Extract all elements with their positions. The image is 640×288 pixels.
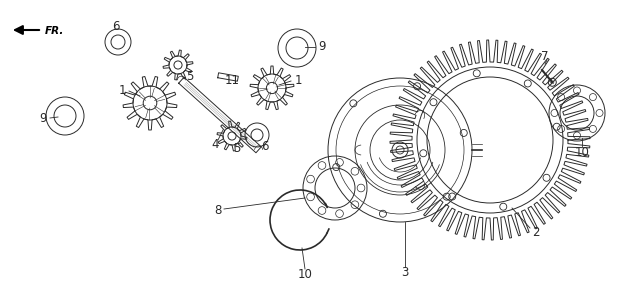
Text: 4: 4 — [211, 139, 219, 151]
Text: 5: 5 — [234, 143, 241, 156]
Text: FR.: FR. — [45, 26, 65, 36]
Text: 7: 7 — [541, 50, 548, 62]
Text: 11: 11 — [225, 75, 239, 88]
Text: 2: 2 — [532, 226, 540, 240]
Text: 1: 1 — [118, 84, 125, 96]
Text: 10: 10 — [575, 145, 589, 158]
Text: 1: 1 — [294, 73, 301, 86]
Text: 6: 6 — [261, 141, 269, 154]
Text: 5: 5 — [186, 71, 194, 84]
Text: 6: 6 — [112, 20, 120, 33]
Text: 9: 9 — [318, 39, 326, 52]
Text: 3: 3 — [401, 266, 409, 279]
Text: 10: 10 — [298, 268, 312, 281]
Text: 9: 9 — [39, 111, 47, 124]
Text: 8: 8 — [214, 204, 221, 217]
